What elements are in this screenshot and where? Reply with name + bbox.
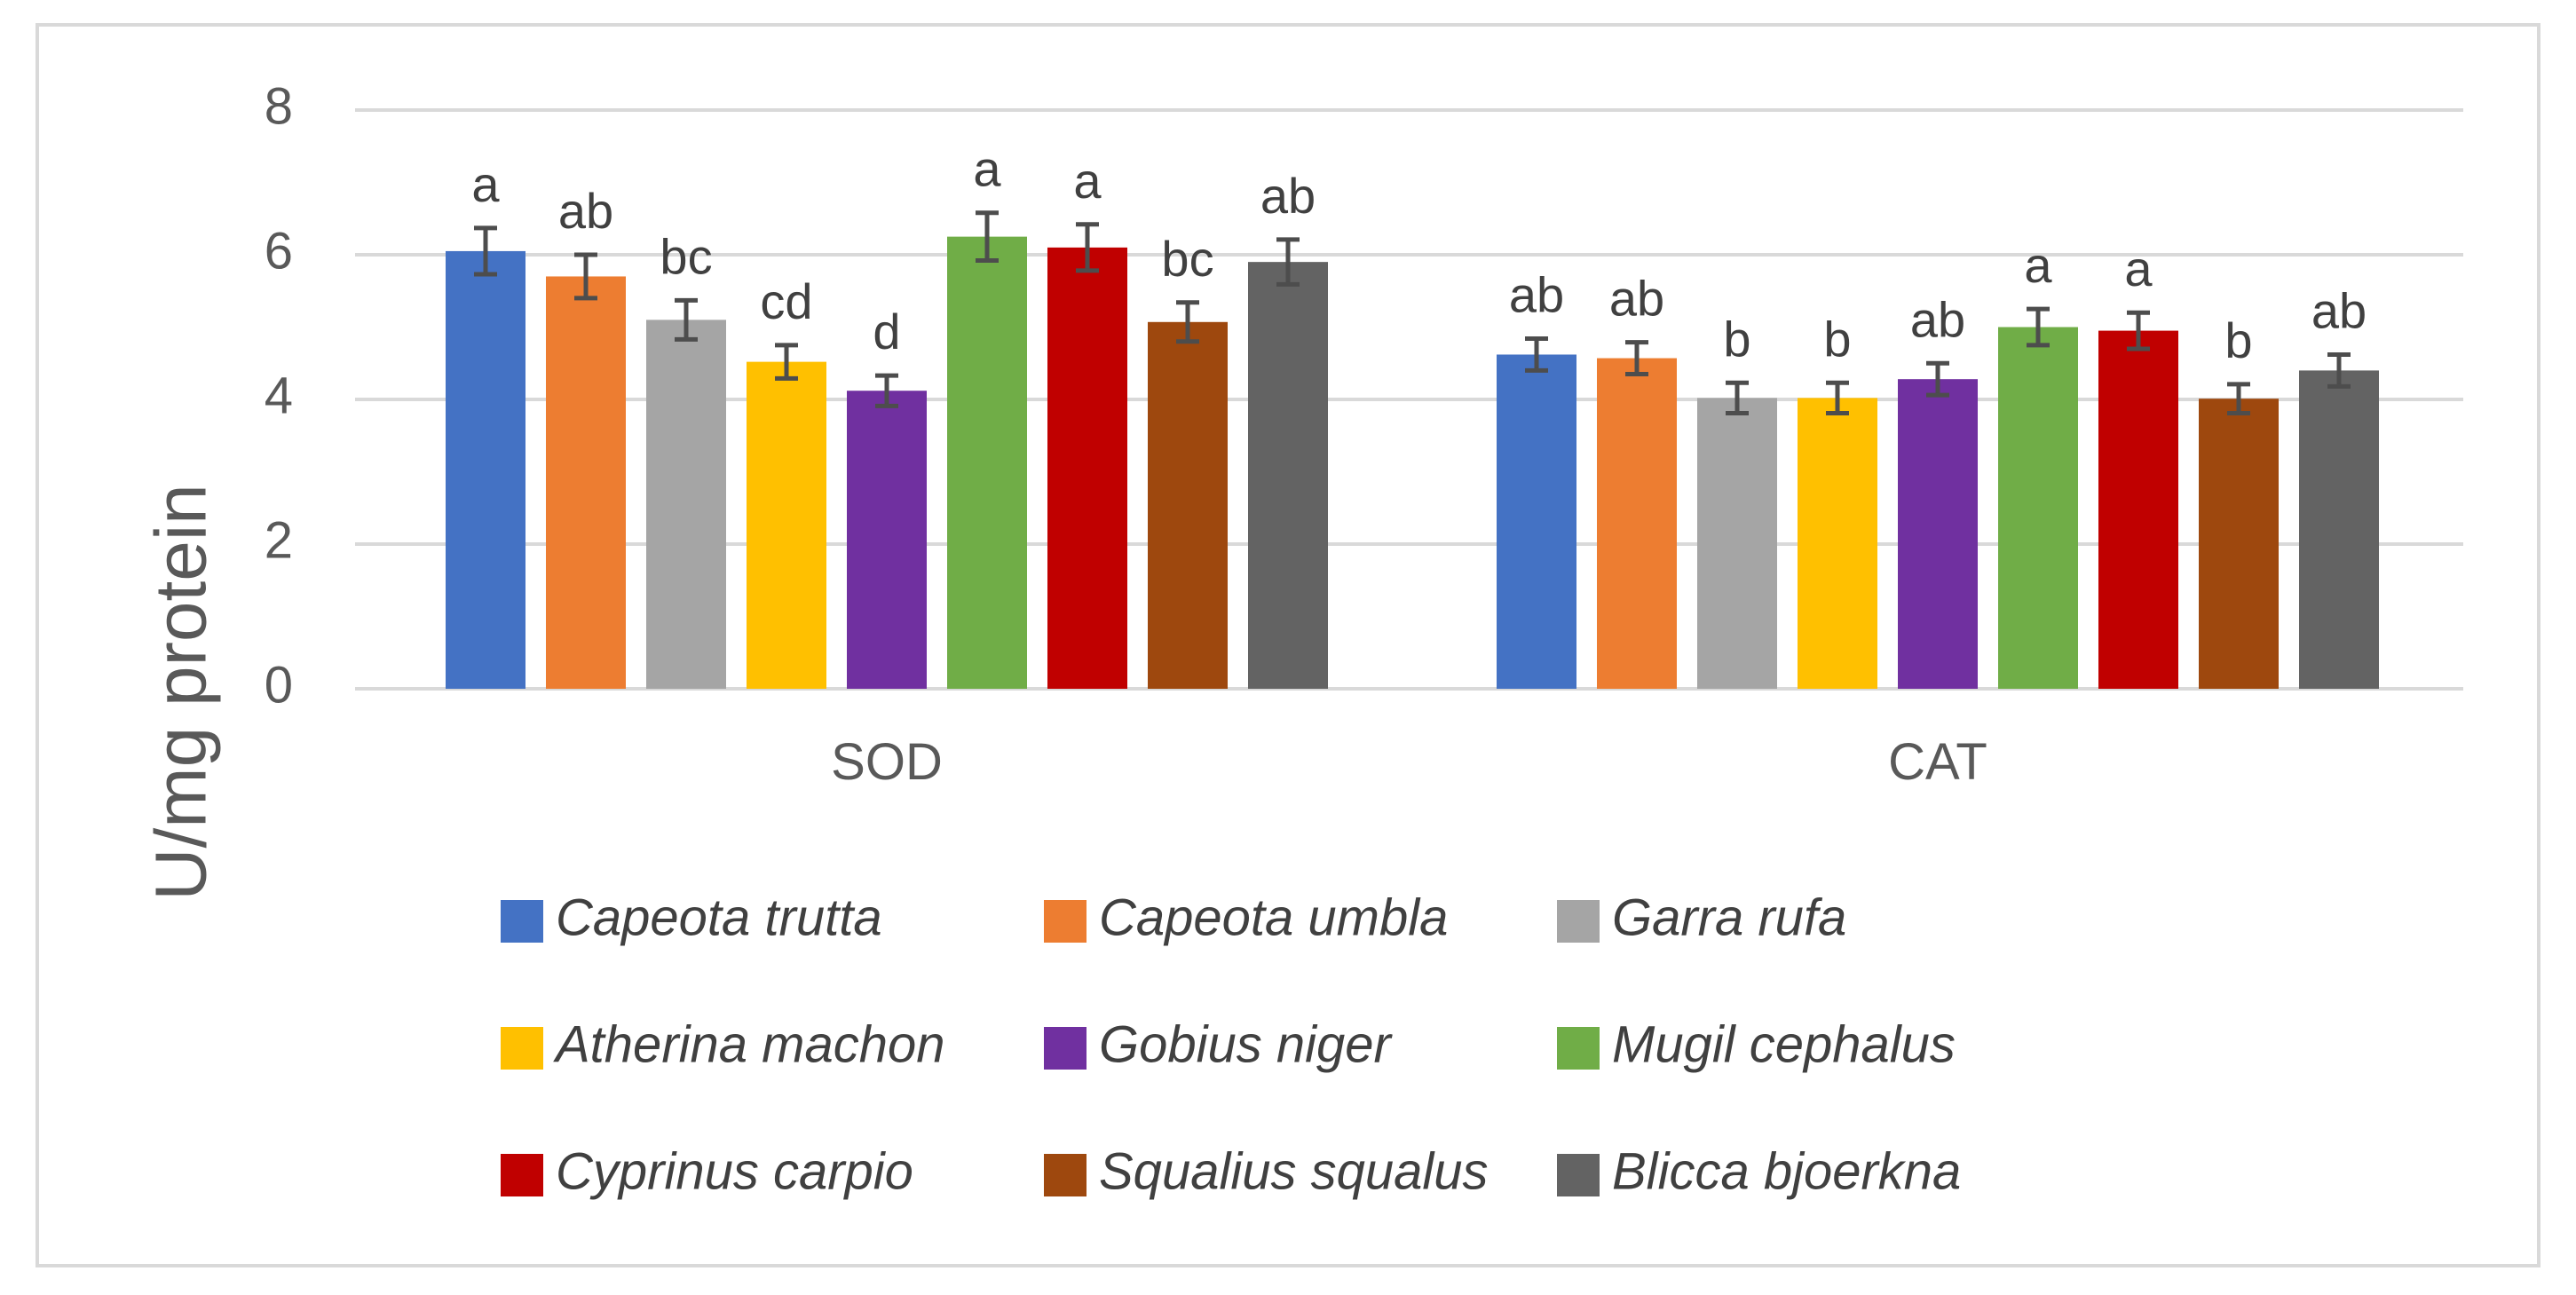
bar-cat-4: [1798, 398, 1877, 689]
legend-label: Garra rufa: [1612, 888, 1846, 946]
error-bar: [574, 252, 597, 301]
significance-letter: b: [1823, 311, 1851, 367]
error-bars: [474, 210, 2351, 415]
significance-letter: bc: [660, 228, 712, 284]
legend-label: Capeota umbla: [1099, 888, 1448, 946]
bar-sod-4: [747, 361, 826, 689]
legend-item: Mugil cephalus: [1557, 1015, 1956, 1073]
legend-swatch: [1044, 1027, 1087, 1070]
legend-swatch: [1044, 900, 1087, 943]
bar-sod-6: [947, 236, 1027, 689]
x-tick-label-sod: SOD: [831, 733, 943, 791]
y-axis: 0 2 4 6 8: [265, 77, 293, 714]
error-bar: [1076, 222, 1099, 273]
bar-cat-6: [1998, 327, 2078, 689]
x-axis: SOD CAT: [831, 733, 1987, 791]
legend-swatch: [1044, 1154, 1087, 1196]
bar-cat-9: [2299, 370, 2379, 689]
bar-sod-1: [446, 250, 525, 689]
error-bar: [2027, 306, 2050, 348]
significance-letter: a: [973, 141, 1001, 197]
legend-swatch: [501, 1154, 543, 1196]
bar-sod-3: [646, 320, 726, 689]
bar-cat-3: [1697, 398, 1777, 689]
y-tick-label: 0: [265, 656, 293, 714]
x-tick-label-cat: CAT: [1888, 733, 1987, 791]
bar-sod-7: [1047, 247, 1127, 689]
error-bar: [875, 373, 898, 408]
legend-item: Garra rufa: [1557, 888, 1846, 946]
bar-cat-5: [1898, 379, 1978, 689]
legend-item: Capeota umbla: [1044, 888, 1448, 946]
bar-sod-9: [1248, 262, 1328, 689]
bar-cat-1: [1497, 354, 1576, 689]
significance-letter: b: [2224, 312, 2252, 368]
bar-cat-2: [1597, 358, 1677, 689]
legend-label: Squalius squalus: [1099, 1142, 1489, 1200]
significance-letter: b: [1723, 311, 1750, 367]
legend-label: Capeota trutta: [556, 888, 882, 946]
error-bar: [675, 297, 698, 342]
legend-label: Cyprinus carpio: [556, 1142, 913, 1200]
bars: [446, 236, 2379, 689]
significance-letter: bc: [1161, 231, 1213, 287]
y-tick-label: 4: [265, 367, 293, 424]
y-tick-label: 6: [265, 222, 293, 280]
legend-label: Atherina machon: [553, 1015, 944, 1073]
legend-swatch: [501, 1027, 543, 1070]
y-axis-label: U/mg protein: [141, 484, 222, 900]
error-bar: [2327, 351, 2351, 389]
legend-item: Gobius niger: [1044, 1015, 1394, 1073]
significance-letter: ab: [558, 183, 613, 239]
error-bar: [976, 210, 999, 264]
significance-letter: a: [2124, 241, 2153, 296]
bar-cat-8: [2199, 399, 2279, 689]
significance-letter: a: [1073, 153, 1102, 209]
error-bar: [1726, 380, 1749, 415]
error-bar: [2227, 382, 2250, 415]
error-bar: [1826, 380, 1849, 415]
bar-cat-7: [2098, 330, 2178, 689]
legend-label: Mugil cephalus: [1612, 1015, 1956, 1073]
significance-letter: ab: [2311, 282, 2367, 338]
significance-letter: a: [2024, 237, 2052, 293]
significance-letter: a: [471, 156, 500, 212]
significance-letter: ab: [1509, 267, 1564, 323]
error-bar: [1176, 300, 1199, 344]
significance-letter: ab: [1910, 291, 1965, 347]
legend-label: Gobius niger: [1099, 1015, 1394, 1073]
legend-item: Atherina machon: [501, 1015, 944, 1073]
error-bar: [2127, 310, 2150, 351]
legend-swatch: [1557, 1027, 1600, 1070]
significance-letter: d: [873, 304, 900, 359]
legend-swatch: [1557, 1154, 1600, 1196]
legend-item: Capeota trutta: [501, 888, 882, 946]
error-bar: [1926, 360, 1949, 398]
error-bar: [474, 225, 497, 277]
legend-label: Blicca bjoerkna: [1612, 1142, 1961, 1200]
y-tick-label: 8: [265, 77, 293, 135]
legend-item: Cyprinus carpio: [501, 1142, 913, 1200]
error-bar: [1525, 336, 1548, 373]
bar-sod-5: [847, 391, 927, 689]
significance-letter: ab: [1260, 168, 1316, 224]
significance-letter: cd: [760, 273, 812, 329]
legend-item: Blicca bjoerkna: [1557, 1142, 1961, 1200]
legend-swatch: [1557, 900, 1600, 943]
legend: Capeota trutta Capeota umbla Garra rufa Ath…: [501, 888, 1961, 1200]
bar-sod-2: [546, 276, 626, 689]
y-tick-label: 2: [265, 511, 293, 569]
bar-sod-8: [1148, 321, 1228, 689]
legend-swatch: [501, 900, 543, 943]
error-bar: [1276, 237, 1300, 287]
error-bar: [1625, 340, 1648, 376]
legend-item: Squalius squalus: [1044, 1142, 1489, 1200]
error-bar: [775, 343, 798, 381]
significance-letter: ab: [1609, 271, 1664, 327]
